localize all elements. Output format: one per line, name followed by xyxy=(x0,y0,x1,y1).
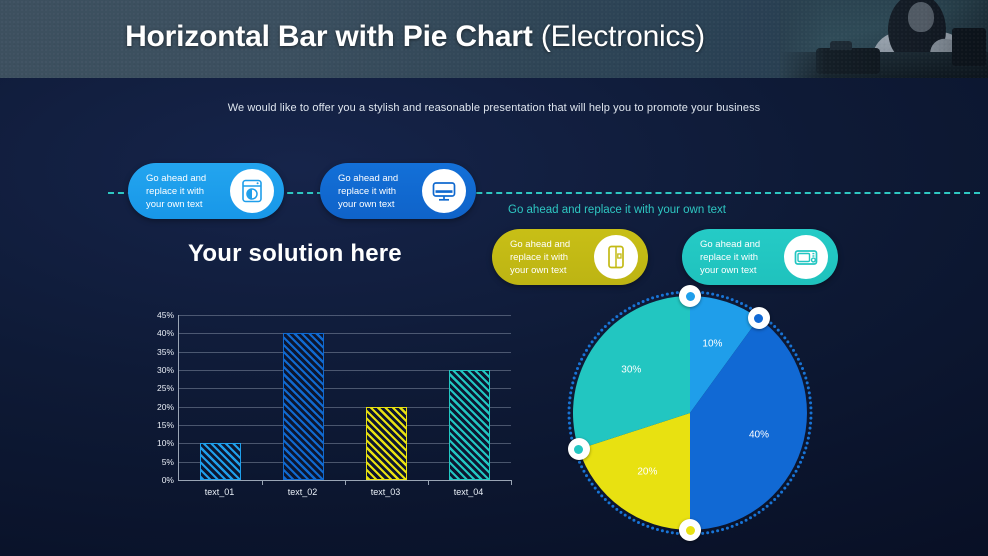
gridline xyxy=(179,406,511,408)
y-axis-tick-label: 25% xyxy=(156,383,174,394)
pie-slice-2 xyxy=(578,413,690,530)
page-title-main: Horizontal Bar with Pie Chart xyxy=(125,20,533,53)
bar-chart-plot-area xyxy=(178,315,512,485)
page-title-suffix: (Electronics) xyxy=(540,20,705,53)
solution-title: Your solution here xyxy=(188,240,402,267)
pie-slice-1 xyxy=(690,318,807,530)
bar-text_01 xyxy=(200,443,241,480)
pie-boundary-marker-dot xyxy=(574,444,584,454)
pie-slice-label: 20% xyxy=(637,466,658,478)
gridline xyxy=(179,370,511,371)
x-axis-tick-label: text_01 xyxy=(204,487,235,497)
x-axis-tick-label: text_03 xyxy=(370,487,401,497)
washing-machine-icon xyxy=(230,169,274,213)
gridline xyxy=(179,315,511,316)
gridline xyxy=(179,333,511,335)
pie-slice-0 xyxy=(690,296,759,413)
pie-boundary-marker[interactable] xyxy=(567,438,590,461)
pie-slices xyxy=(573,296,807,530)
pie-boundary-marker[interactable] xyxy=(679,519,701,541)
y-axis-tick-label: 15% xyxy=(156,420,174,430)
pie-boundary-marker[interactable] xyxy=(747,307,770,330)
x-axis-tick xyxy=(511,480,512,485)
dashed-connector-line xyxy=(108,192,980,194)
info-pill-washing-machine[interactable]: Go ahead and replace it with your own te… xyxy=(128,163,284,219)
pie-slice-3 xyxy=(573,296,690,450)
x-axis-tick xyxy=(262,480,263,485)
pie-slice-label: 10% xyxy=(702,338,723,350)
info-pill-microwave[interactable]: Go ahead and replace it with your own te… xyxy=(682,229,838,285)
bar-chart: 0% 5% 10% 15% 20% 25% 30% 35% 40% 45% text_01 text… xyxy=(140,310,512,505)
x-axis-tick-label: text_04 xyxy=(453,487,484,497)
info-pill-label: Go ahead and replace it with your own te… xyxy=(510,238,571,276)
pie-boundary-marker-dot xyxy=(685,525,695,535)
pie-dotted-ring xyxy=(567,290,813,536)
monitor-icon xyxy=(422,169,466,213)
bar-text_03 xyxy=(366,406,407,480)
gridline xyxy=(179,425,511,426)
info-pill-monitor[interactable]: Go ahead and replace it with your own te… xyxy=(320,163,476,219)
refrigerator-icon xyxy=(594,235,638,279)
pie-boundary-marker-dot xyxy=(754,313,764,323)
y-axis-tick-label: 30% xyxy=(156,365,174,375)
y-axis-tick-label: 5% xyxy=(161,456,174,467)
page-subtitle: We would like to offer you a stylish and… xyxy=(227,102,761,114)
bar-chart-x-axis: text_01 text_02 text_03 text_04 xyxy=(178,487,510,503)
gridline xyxy=(179,443,511,445)
page-title: Horizontal Bar with Pie Chart (Electroni… xyxy=(0,20,830,54)
microwave-icon xyxy=(784,235,828,279)
teal-note-label: Go ahead and replace it with your own te… xyxy=(508,204,726,216)
info-pill-label: Go ahead and replace it with your own te… xyxy=(146,172,207,210)
x-axis-tick xyxy=(428,480,429,485)
y-axis-tick-label: 20% xyxy=(156,401,174,412)
pie-slice-label: 40% xyxy=(748,429,769,441)
y-axis-tick-label: 45% xyxy=(156,310,174,320)
pie-boundary-marker[interactable] xyxy=(679,285,701,307)
person-hair xyxy=(888,0,946,60)
x-axis-tick xyxy=(345,480,346,485)
info-pill-label: Go ahead and replace it with your own te… xyxy=(700,238,761,276)
desk xyxy=(780,52,988,78)
info-pill-label: Go ahead and replace it with your own te… xyxy=(338,172,399,210)
y-axis-tick-label: 10% xyxy=(156,438,174,449)
y-axis-tick-label: 40% xyxy=(156,328,174,339)
header-band xyxy=(0,0,988,78)
pie-chart: 10% 40% 20% 30% xyxy=(565,285,815,541)
person-arm xyxy=(927,36,975,74)
bar-text_04 xyxy=(449,370,490,480)
pie-boundary-marker-dot xyxy=(685,291,695,301)
gridline xyxy=(179,461,511,463)
info-pill-refrigerator[interactable]: Go ahead and replace it with your own te… xyxy=(492,229,648,285)
pie-slice-label: 30% xyxy=(621,364,642,376)
person-face xyxy=(908,2,934,32)
gridline xyxy=(179,351,511,353)
laptop-icon xyxy=(952,28,986,66)
bar-text_02 xyxy=(283,333,324,480)
x-axis-tick-label: text_02 xyxy=(287,487,318,497)
person-body xyxy=(872,32,968,78)
bar-chart-y-axis: 0% 5% 10% 15% 20% 25% 30% 35% 40% 45% xyxy=(140,310,174,485)
y-axis-tick-label: 0% xyxy=(161,475,174,485)
y-axis-tick-label: 35% xyxy=(156,346,174,357)
gridline xyxy=(179,388,511,390)
